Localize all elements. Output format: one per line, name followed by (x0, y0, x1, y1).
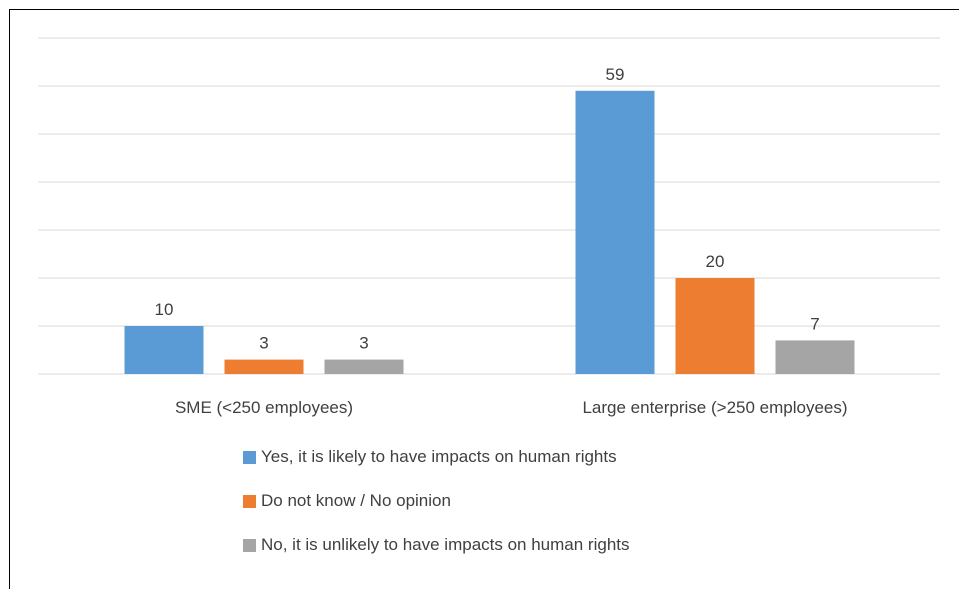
data-labels: 10 3 3 59 20 7 (155, 65, 820, 353)
legend-label-dont-know: Do not know / No opinion (261, 491, 451, 510)
bar-3-2 (775, 340, 855, 374)
category-label: SME (<250 employees) (175, 398, 353, 417)
data-label: 3 (259, 334, 268, 353)
bar-3-1 (324, 359, 404, 374)
legend-swatch-dont-know (243, 494, 256, 508)
legend-item-dont-know: Do not know / No opinion (243, 490, 630, 512)
bars (124, 90, 855, 375)
bar-1-1 (124, 326, 204, 374)
category-label: Large enterprise (>250 employees) (582, 398, 847, 417)
data-label: 3 (359, 334, 368, 353)
data-label: 10 (155, 300, 174, 319)
legend-swatch-no (243, 538, 256, 552)
bar-2-1 (224, 359, 304, 374)
legend-label-no: No, it is unlikely to have impacts on hu… (261, 535, 630, 554)
legend-item-yes: Yes, it is likely to have impacts on hum… (243, 446, 630, 468)
category-labels: SME (<250 employees) Large enterprise (>2… (175, 398, 848, 417)
gridlines (38, 37, 940, 375)
data-label: 59 (606, 65, 625, 84)
legend-label-yes: Yes, it is likely to have impacts on hum… (261, 447, 617, 466)
legend-swatch-yes (243, 450, 256, 464)
legend-item-no: No, it is unlikely to have impacts on hu… (243, 534, 630, 556)
bar-1-2 (575, 90, 655, 375)
legend: Yes, it is likely to have impacts on hum… (243, 446, 630, 578)
bar-2-2 (675, 278, 755, 374)
data-label: 20 (706, 252, 725, 271)
data-label: 7 (810, 314, 819, 333)
chart-frame (9, 9, 959, 589)
